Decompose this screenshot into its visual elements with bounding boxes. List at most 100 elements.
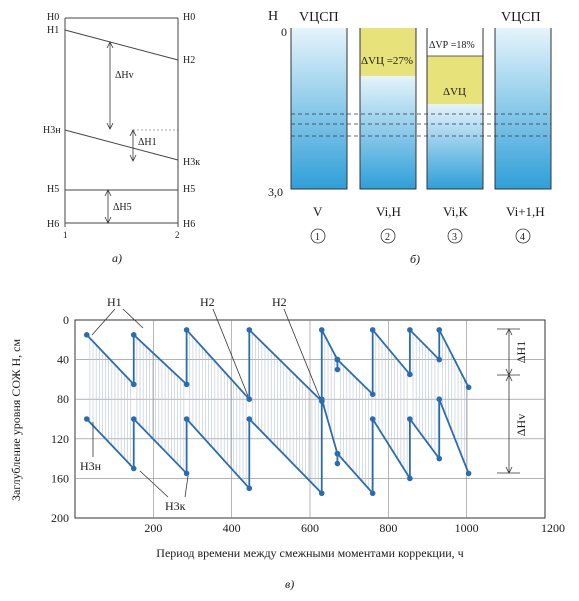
series-point	[436, 327, 443, 333]
series-point	[130, 416, 137, 422]
x-tick-label: 200	[144, 521, 162, 535]
b-bottom-v: V	[313, 204, 323, 219]
b-dashed-levels	[291, 113, 551, 137]
a-tick-2: 2	[175, 230, 180, 240]
a-left-h3n: H3н	[43, 125, 61, 136]
h3-line	[64, 129, 179, 161]
a-right-h6: H6	[183, 219, 195, 230]
series-point	[130, 381, 137, 388]
series-point	[407, 416, 413, 422]
series-point	[436, 455, 443, 462]
y-tick-label: 80	[57, 392, 69, 406]
series-point	[83, 416, 90, 422]
b-bottom-vi1h: Vi+1,H	[506, 204, 545, 219]
c-delta-brackets	[497, 328, 520, 474]
b-circle-4: 4	[520, 232, 525, 243]
b-tank3-mid-label: ΔVЦ	[443, 86, 466, 98]
c-ann-h3n: H3н	[80, 459, 102, 473]
b-top-left-label: VЦСП	[299, 10, 339, 25]
series-point	[83, 332, 90, 338]
series-point	[407, 475, 413, 482]
series-point	[130, 465, 137, 472]
a-left-h6: H6	[47, 219, 59, 230]
a-tick-1: 1	[63, 230, 68, 240]
series-point	[369, 416, 376, 422]
series-point	[407, 371, 413, 378]
series-point	[130, 332, 137, 338]
series-point	[183, 470, 190, 477]
c-ylabel: Заглубление уровня СОЖ Н, см	[9, 339, 23, 501]
series-point	[465, 384, 472, 391]
series-point	[369, 327, 376, 333]
series-point	[246, 485, 253, 492]
c-ann-h3k: H3к	[165, 499, 186, 513]
x-tick-label: 600	[301, 521, 319, 535]
x-tick-label: 400	[223, 521, 241, 535]
series-point	[334, 450, 341, 457]
b-tank3-top-label: ΔVР =18%	[429, 40, 475, 51]
chart-series	[83, 327, 472, 497]
series-point	[246, 327, 253, 333]
y-tick-label: 200	[51, 511, 69, 525]
series-point	[183, 381, 190, 388]
a-left-h5: H5	[47, 184, 59, 195]
c-ann-h2-b: H2	[272, 295, 287, 309]
y-tick-label: 0	[63, 313, 69, 327]
c-ann-dhv: ΔHv	[514, 414, 528, 436]
series-point	[334, 460, 341, 467]
a-left-h1: H1	[47, 25, 59, 36]
caption-c: в)	[285, 577, 294, 591]
series-point	[318, 327, 325, 333]
h1-h2-line	[64, 29, 179, 61]
x-tick-label: 1000	[455, 521, 479, 535]
b-bottom-vik: Vi,K	[443, 204, 468, 219]
tank-1	[290, 28, 348, 190]
tank-3: ΔVР =18% ΔVЦ	[426, 28, 484, 190]
b-circle-labels	[310, 228, 531, 244]
x-tick-label: 800	[379, 521, 397, 535]
series-point	[369, 391, 376, 398]
tank-4	[494, 28, 552, 190]
b-axis-label: H	[268, 9, 278, 24]
series-point	[369, 490, 376, 497]
x-tick-label: 1200	[541, 521, 565, 535]
tank-2: ΔVЦ =27%	[359, 28, 417, 190]
b-circle-2: 2	[385, 232, 390, 243]
a-right-h2: H2	[183, 55, 195, 66]
series-point	[246, 416, 253, 422]
c-xlabel: Период времени между смежными моментами …	[156, 546, 463, 560]
y-tick-label: 120	[51, 432, 69, 446]
a-delta-h1: ΔH1	[138, 137, 157, 148]
series-point	[334, 366, 341, 373]
chart-hatch	[89, 332, 468, 493]
b-circle-3: 3	[452, 232, 457, 243]
a-delta-hv: ΔHv	[115, 70, 134, 81]
b-top-right-label: VЦСП	[501, 10, 541, 25]
series-point	[318, 490, 325, 497]
b-tank2-label: ΔVЦ =27%	[361, 55, 413, 67]
b-circle-1: 1	[315, 232, 320, 243]
a-right-h3k: H3к	[183, 157, 200, 168]
a-right-h0: H0	[183, 12, 195, 23]
series-point	[246, 396, 253, 403]
c-annotation-leaders	[91, 308, 321, 498]
a-right-h5: H5	[183, 184, 195, 195]
b-y-top: 0	[281, 25, 287, 39]
y-tick-label: 40	[57, 353, 69, 367]
a-left-h0: H0	[47, 12, 59, 23]
caption-a: а)	[112, 251, 122, 265]
panel-b: H 0 3,0 VЦСП VЦСП ΔVЦ =27% ΔVР =18% ΔVЦ	[268, 9, 552, 266]
y-tick-label: 160	[51, 471, 69, 485]
c-ann-h1: H1	[107, 295, 122, 309]
caption-b: б)	[410, 252, 420, 266]
chart-ticks: 0 40 80 120 160 200 200 400 600 800 1000 1200	[51, 313, 565, 535]
series-point	[436, 356, 443, 363]
c-ann-h2-a: H2	[200, 295, 215, 309]
series-point	[183, 416, 190, 422]
series-point	[465, 470, 472, 477]
b-y-bottom: 3,0	[268, 185, 283, 199]
c-ann-dh1: ΔH1	[514, 341, 528, 363]
chart-grid	[75, 320, 545, 518]
b-bottom-vih: Vi,H	[376, 204, 401, 219]
